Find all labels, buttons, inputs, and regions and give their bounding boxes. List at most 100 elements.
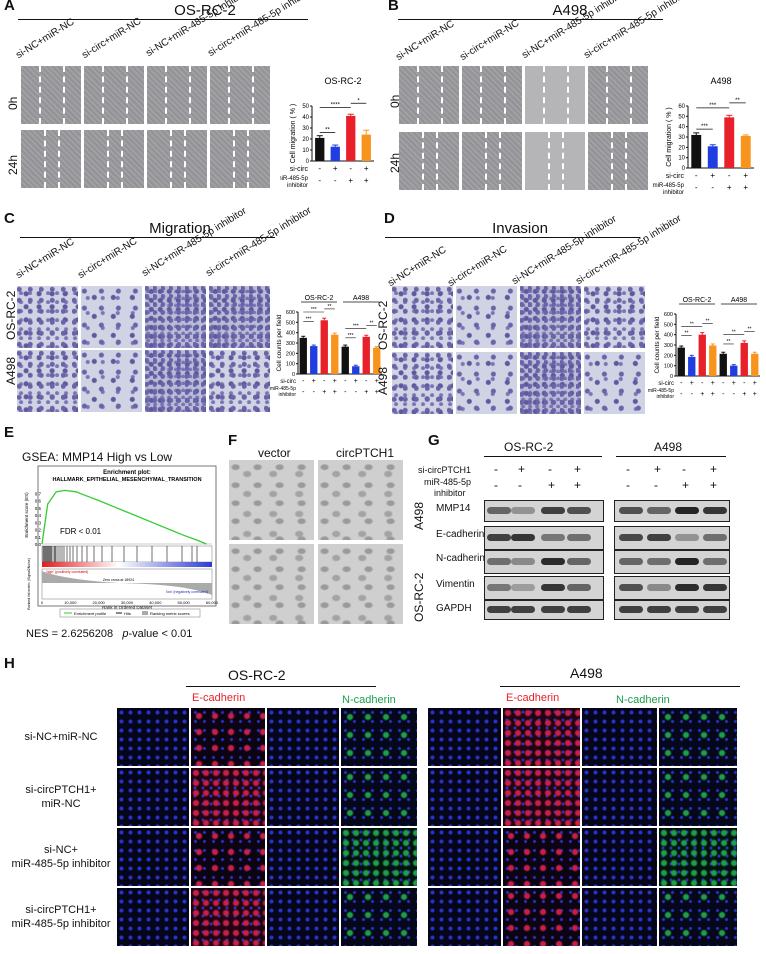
g-protein-label: Vimentin [436,579,475,590]
gsea-y-tick: 0.5 [35,506,42,511]
b-wound-edge-left [606,66,608,124]
y-tick-label: 0 [292,372,295,378]
h-stain-ncad-a498: N-cadherin [616,694,670,706]
g-band [647,507,671,514]
h-fluo-1-2 [267,768,339,826]
sig-label: ** [685,331,689,337]
gsea-metric-area [42,571,212,595]
panel-a-title: OS-RC-2 [174,2,236,19]
inh-label-2: inhibitor [278,392,296,398]
sig-label: *** [311,307,317,313]
b-wound-edge-right [630,66,632,124]
g-sign-inh: + [710,478,718,492]
b-wound-edge-left [417,66,419,124]
g-row-inh2-text: inhibitor [434,488,466,498]
gsea-legend-rank [142,611,148,615]
sig-label: ** [732,330,736,336]
a-wound-edge-right [189,66,191,124]
g-band [567,584,591,591]
g-band [675,584,699,591]
y-tick-label: 100 [664,364,673,370]
gsea-x-tick: 30,000 [121,600,134,605]
f-row-osrc2: OS-RC-2 [412,572,426,622]
h-row-label-line: si-NC+ [44,844,78,856]
g-row-inh1-text: miR-485-5p [424,477,472,487]
gsea-y-tick: 0.2 [35,528,42,533]
g-band [675,507,699,514]
y-tick-label: 10 [302,148,309,154]
h-stain-ecad-a498: E-cadherin [506,692,560,704]
c-group-1: si-NC+miR-NC [14,236,77,281]
y-tick-label: 10 [678,156,685,162]
g-sign-sicirc: - [626,462,630,476]
g-band [619,534,643,541]
b-wound-0-0 [399,66,459,124]
bar [688,356,696,376]
gsea-enrichment-curve [41,489,207,545]
g-band [541,534,565,541]
g-sign-sicirc: - [548,462,552,476]
sign-inh: + [711,391,715,398]
y-axis-label: Cell counts per field [654,316,661,373]
a-wound-edge-left [44,130,46,188]
g-band [487,606,511,613]
y-tick-label: 500 [664,322,673,328]
gsea-legend-3: Ranking metric scores [150,611,190,616]
a-wound-1-0 [21,130,81,188]
g-band [487,534,511,541]
b-wound-edge-right [504,66,506,124]
inh-label-2: inhibitor [656,394,674,400]
bar [677,347,685,376]
g-band [567,606,591,613]
a-wound-edge-right [63,66,65,124]
b-wound-edge-right [441,66,443,124]
sig-label: * [357,98,360,104]
g-band [567,558,591,565]
h-osrc2-underline [186,686,376,687]
y-tick-label: 30 [678,135,685,141]
b-group-1: si-NC+miR-NC [394,18,457,63]
c-stain-1-2 [145,350,206,412]
b-group-2: si-circ+miR-NC [458,17,522,63]
g-protein-label: GAPDH [436,603,472,614]
h-row-label: si-NC+ miR-485-5p inhibitor [8,843,114,871]
panel-label-c: C [4,210,15,227]
c-group-2: si-circ+miR-NC [76,235,140,281]
y-axis-label: Cell migration ( % ) [290,104,297,164]
f-col-vector: vector [258,446,291,460]
a-wound-edge-right [126,66,128,124]
gsea-legend-box [59,608,201,618]
g-protein-label: MMP14 [436,503,471,514]
g-blot-vimentin [614,576,730,600]
a-wound-edge-left [165,66,167,124]
sig-label: *** [348,333,354,339]
gsea-neg-label: 'low' (negatively correlated) [166,590,208,594]
panel-d-underline [385,237,640,238]
h-fluo-0-0 [117,708,189,766]
gsea-fdr: FDR < 0.01 [60,527,102,536]
g-band [619,584,643,591]
g-band [647,584,671,591]
g-band [487,584,511,591]
a-wound-edge-left [102,66,104,124]
b-wound-1-2 [525,132,585,190]
sign-sicirc: - [722,380,725,387]
a-wound-edge-left [233,130,235,188]
d-group-2: si-circ+miR-NC [446,243,510,289]
g-blot-e-cadherin [614,526,730,550]
sign-sicirc: - [365,378,368,385]
g-row-sicirc: si-circPTCH1 [418,465,471,475]
y-tick-label: 40 [302,115,309,121]
h-fluo-2-7 [659,828,737,886]
panel-b-title: A498 [552,2,588,19]
sicirc-label: si-circ [280,379,296,385]
h-fluo-1-0 [117,768,189,826]
gsea-legend-1: Enrichment profile [74,611,107,616]
b-wound-1-3 [588,132,648,190]
b-wound-1-0 [399,132,459,190]
panel-label-d: D [384,210,395,227]
a-wound-1-1 [84,130,144,188]
b-wound-edge-left [611,132,613,190]
c-row-a498: A498 [4,356,18,385]
gsea-y-tick: 0.4 [35,513,42,518]
